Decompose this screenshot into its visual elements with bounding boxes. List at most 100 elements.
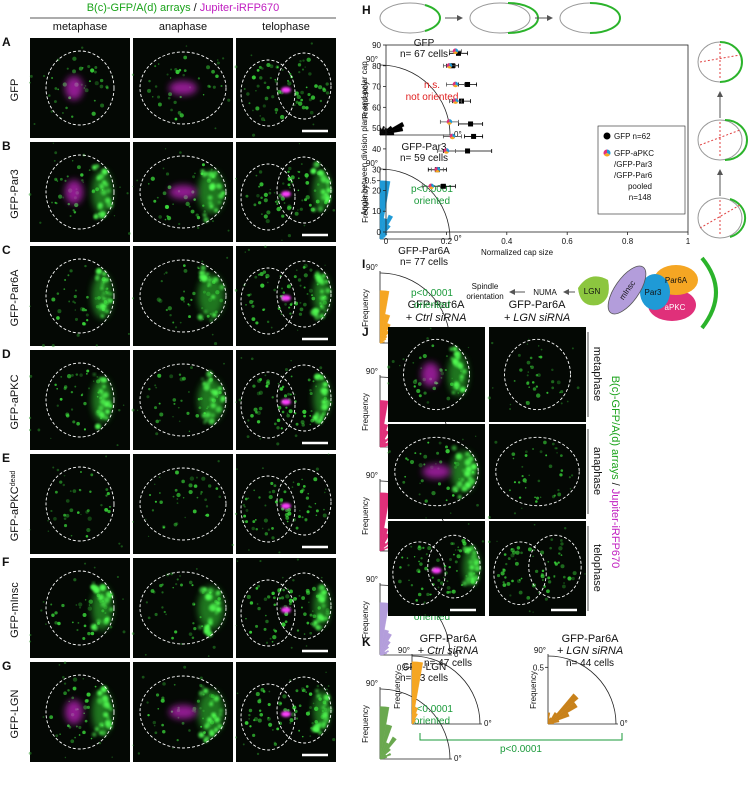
granule [65,513,70,518]
granule [151,509,155,512]
cap-granule [92,582,95,585]
speckle [51,344,55,348]
granule [514,558,517,561]
granule [325,91,330,95]
node-label: orientation [466,292,503,301]
cap-granule [322,725,326,729]
granule [215,74,219,79]
speckle [301,199,304,202]
granule [87,65,91,69]
granule [539,450,543,454]
micrograph [235,350,336,450]
granule [196,496,199,499]
cap-granule [107,593,113,599]
granule [80,471,82,473]
granule [518,579,521,581]
speckle [487,515,491,519]
granule [537,373,541,378]
granule [286,284,291,289]
cap-granule [209,396,216,403]
point [468,121,474,127]
granule [265,276,268,279]
granule [267,702,271,707]
granule [291,486,294,488]
granule [69,508,74,513]
speckle [312,123,315,126]
granule [190,209,195,214]
granule [520,577,523,580]
micrograph [235,662,336,762]
speckle [248,549,250,551]
granule [86,319,89,322]
rose-y-label: Frequency [361,705,370,743]
rose-wedge [379,706,390,760]
cap-granule [202,213,207,217]
speckle [184,516,186,519]
granule [439,460,443,464]
pie-marker [603,149,611,157]
granule [560,469,564,472]
cap-granule [214,716,220,723]
granule [179,95,182,99]
cap-granule [100,601,107,608]
row-label-main: GFP-aPKC [9,374,21,429]
granule [286,206,292,211]
granule [271,728,274,731]
granule [189,476,195,481]
granule [64,179,67,182]
speckle [40,609,43,612]
granule [61,603,65,608]
speckle [513,512,517,515]
cap-granule [101,271,107,277]
granule [165,308,168,312]
pie-slice [431,183,435,188]
granule [183,55,188,60]
granule [207,484,212,488]
granule [176,498,179,500]
speckle [442,576,445,579]
rose-result: oriented [414,716,450,727]
granule [183,290,186,293]
granule [301,596,306,600]
granule [287,392,291,396]
cap-granule [97,690,103,696]
speckle [270,326,273,329]
granule [276,66,279,69]
speckle [47,530,50,532]
granule [253,489,256,492]
granule [418,560,420,563]
x-tick-label: 0.8 [622,237,634,246]
granule [261,527,264,530]
granule [54,201,57,204]
granule [154,500,157,503]
granule [88,604,91,606]
rose-title: GFP-Par3 [401,142,446,153]
granule [440,376,443,379]
speckle [132,520,135,523]
granule [147,88,152,93]
rose-y-label: Frequency [393,671,402,709]
granule [181,479,185,484]
granule [251,75,256,80]
granule [311,586,317,592]
granule [431,490,436,496]
speckle [58,663,61,666]
speckle [259,115,262,117]
granule [176,578,179,581]
granule [245,617,247,620]
granule [285,406,288,409]
granule [286,412,289,415]
granule [66,175,69,178]
granule [255,587,259,590]
granule [176,492,181,498]
granule [82,322,86,326]
granule [263,198,268,203]
granule [563,582,565,584]
micrograph [488,521,586,616]
speckle [192,175,196,179]
granule [161,606,164,609]
spindle [169,185,197,199]
granule [305,181,310,185]
speckle [259,437,262,440]
speckle [273,192,276,194]
